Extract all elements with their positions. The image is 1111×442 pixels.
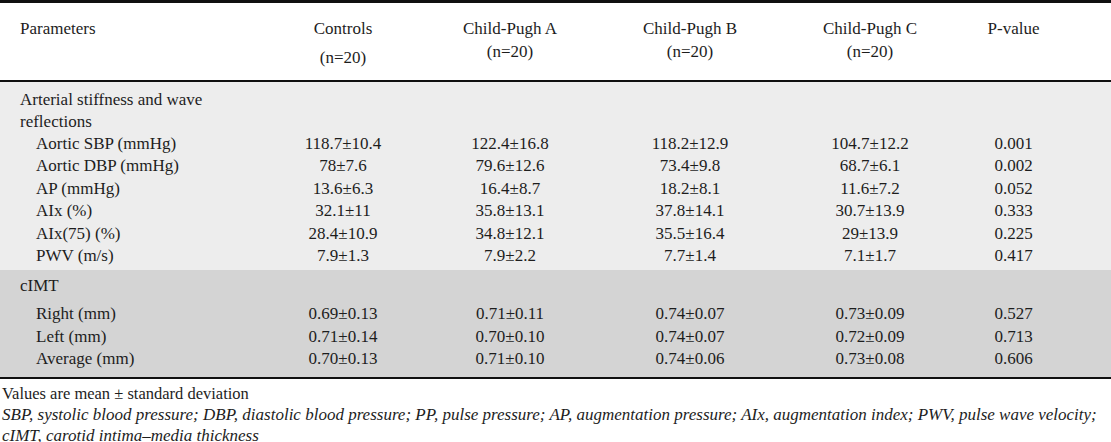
section-title: cIMT — [0, 275, 1111, 297]
cell-p-value: 0.225 — [954, 223, 1111, 245]
table-header-row: Parameters Controls (n=20) Child-Pugh A … — [0, 3, 1111, 80]
cell-p-value: 0.606 — [954, 348, 1111, 370]
row-label: AIx(75) (%) — [0, 223, 260, 245]
cell-p-value: 0.333 — [954, 200, 1111, 222]
cell-p-value: 0.527 — [954, 303, 1111, 325]
table-row: Right (mm) 0.69±0.13 0.71±0.11 0.74±0.07… — [0, 303, 1111, 325]
table-row: AP (mmHg) 13.6±6.3 16.4±8.7 18.2±8.1 11.… — [0, 178, 1111, 200]
cell-value: 104.7±12.2 — [786, 133, 954, 155]
table-footnotes: Values are mean ± standard deviation SBP… — [0, 379, 1111, 442]
cell-value: 35.8±13.1 — [426, 200, 594, 222]
column-header-controls: Controls (n=20) — [260, 17, 426, 80]
table-row: AIx(75) (%) 28.4±10.9 34.8±12.1 35.5±16.… — [0, 223, 1111, 245]
section-title: Arterial stiffness and wave reflections — [0, 89, 1111, 133]
column-title: Child-Pugh A — [426, 17, 594, 41]
cell-value: 122.4±16.8 — [426, 133, 594, 155]
cell-p-value: 0.002 — [954, 155, 1111, 177]
row-label: Aortic DBP (mmHg) — [0, 155, 260, 177]
column-title: Child-Pugh B — [594, 17, 786, 41]
cell-value: 29±13.9 — [786, 223, 954, 245]
cell-value: 73.4±9.8 — [594, 155, 786, 177]
cell-value: 28.4±10.9 — [260, 223, 426, 245]
column-header-p-value: P-value — [954, 17, 1111, 80]
cell-value: 18.2±8.1 — [594, 178, 786, 200]
cell-value: 11.6±7.2 — [786, 178, 954, 200]
row-label: AIx (%) — [0, 200, 260, 222]
cell-value: 30.7±13.9 — [786, 200, 954, 222]
cell-value: 78±7.6 — [260, 155, 426, 177]
cell-value: 68.7±6.1 — [786, 155, 954, 177]
cell-value: 118.2±12.9 — [594, 133, 786, 155]
cell-value: 0.71±0.10 — [426, 348, 594, 370]
cell-value: 34.8±12.1 — [426, 223, 594, 245]
table-row: AIx (%) 32.1±11 35.8±13.1 37.8±14.1 30.7… — [0, 200, 1111, 222]
table-row: Left (mm) 0.71±0.14 0.70±0.10 0.74±0.07 … — [0, 326, 1111, 348]
section-arterial-stiffness: Arterial stiffness and wave reflections … — [0, 82, 1111, 270]
cell-value: 0.73±0.08 — [786, 348, 954, 370]
column-title: Controls — [260, 17, 426, 41]
section-title-line: reflections — [20, 111, 1111, 133]
column-subtitle: (n=20) — [786, 41, 954, 63]
table-row: PWV (m/s) 7.9±1.3 7.9±2.2 7.7±1.4 7.1±1.… — [0, 245, 1111, 267]
cell-value: 79.6±12.6 — [426, 155, 594, 177]
cell-value: 7.9±2.2 — [426, 245, 594, 267]
row-label: Aortic SBP (mmHg) — [0, 133, 260, 155]
cell-value: 0.70±0.10 — [426, 326, 594, 348]
column-subtitle: (n=20) — [260, 47, 426, 69]
column-subtitle: (n=20) — [426, 41, 594, 63]
table-row: Aortic SBP (mmHg) 118.7±10.4 122.4±16.8 … — [0, 133, 1111, 155]
section-title-line: Arterial stiffness and wave — [20, 89, 1111, 111]
cell-p-value: 0.001 — [954, 133, 1111, 155]
table-row: Aortic DBP (mmHg) 78±7.6 79.6±12.6 73.4±… — [0, 155, 1111, 177]
cell-value: 0.74±0.07 — [594, 303, 786, 325]
row-label: Right (mm) — [0, 303, 260, 325]
table-row: Average (mm) 0.70±0.13 0.71±0.10 0.74±0.… — [0, 348, 1111, 370]
cell-value: 0.73±0.09 — [786, 303, 954, 325]
cell-value: 32.1±11 — [260, 200, 426, 222]
cell-p-value: 0.713 — [954, 326, 1111, 348]
cell-value: 7.9±1.3 — [260, 245, 426, 267]
cell-value: 37.8±14.1 — [594, 200, 786, 222]
cell-value: 16.4±8.7 — [426, 178, 594, 200]
cell-value: 13.6±6.3 — [260, 178, 426, 200]
cell-value: 7.1±1.7 — [786, 245, 954, 267]
column-subtitle: (n=20) — [594, 41, 786, 63]
column-header-child-pugh-b: Child-Pugh B (n=20) — [594, 17, 786, 80]
cell-value: 0.74±0.06 — [594, 348, 786, 370]
column-header-parameters: Parameters — [0, 17, 260, 80]
cell-p-value: 0.417 — [954, 245, 1111, 267]
cell-value: 0.70±0.13 — [260, 348, 426, 370]
cell-value: 0.69±0.13 — [260, 303, 426, 325]
row-label: Left (mm) — [0, 326, 260, 348]
cell-value: 35.5±16.4 — [594, 223, 786, 245]
footnote-mean-sd: Values are mean ± standard deviation — [2, 383, 1111, 404]
section-cimt: cIMT Right (mm) 0.69±0.13 0.71±0.11 0.74… — [0, 270, 1111, 376]
row-label: PWV (m/s) — [0, 245, 260, 267]
paper-table: Parameters Controls (n=20) Child-Pugh A … — [0, 0, 1111, 442]
cell-value: 0.72±0.09 — [786, 326, 954, 348]
column-header-child-pugh-c: Child-Pugh C (n=20) — [786, 17, 954, 80]
column-title: P-value — [954, 17, 1073, 41]
column-header-child-pugh-a: Child-Pugh A (n=20) — [426, 17, 594, 80]
cell-value: 0.71±0.14 — [260, 326, 426, 348]
row-label: AP (mmHg) — [0, 178, 260, 200]
row-label: Average (mm) — [0, 348, 260, 370]
cell-value: 0.74±0.07 — [594, 326, 786, 348]
cell-value: 7.7±1.4 — [594, 245, 786, 267]
cell-p-value: 0.052 — [954, 178, 1111, 200]
cell-value: 0.71±0.11 — [426, 303, 594, 325]
footnote-abbreviations: SBP, systolic blood pressure; DBP, diast… — [2, 404, 1111, 442]
cell-value: 118.7±10.4 — [260, 133, 426, 155]
column-title: Child-Pugh C — [786, 17, 954, 41]
section-title-line: cIMT — [20, 275, 1111, 297]
